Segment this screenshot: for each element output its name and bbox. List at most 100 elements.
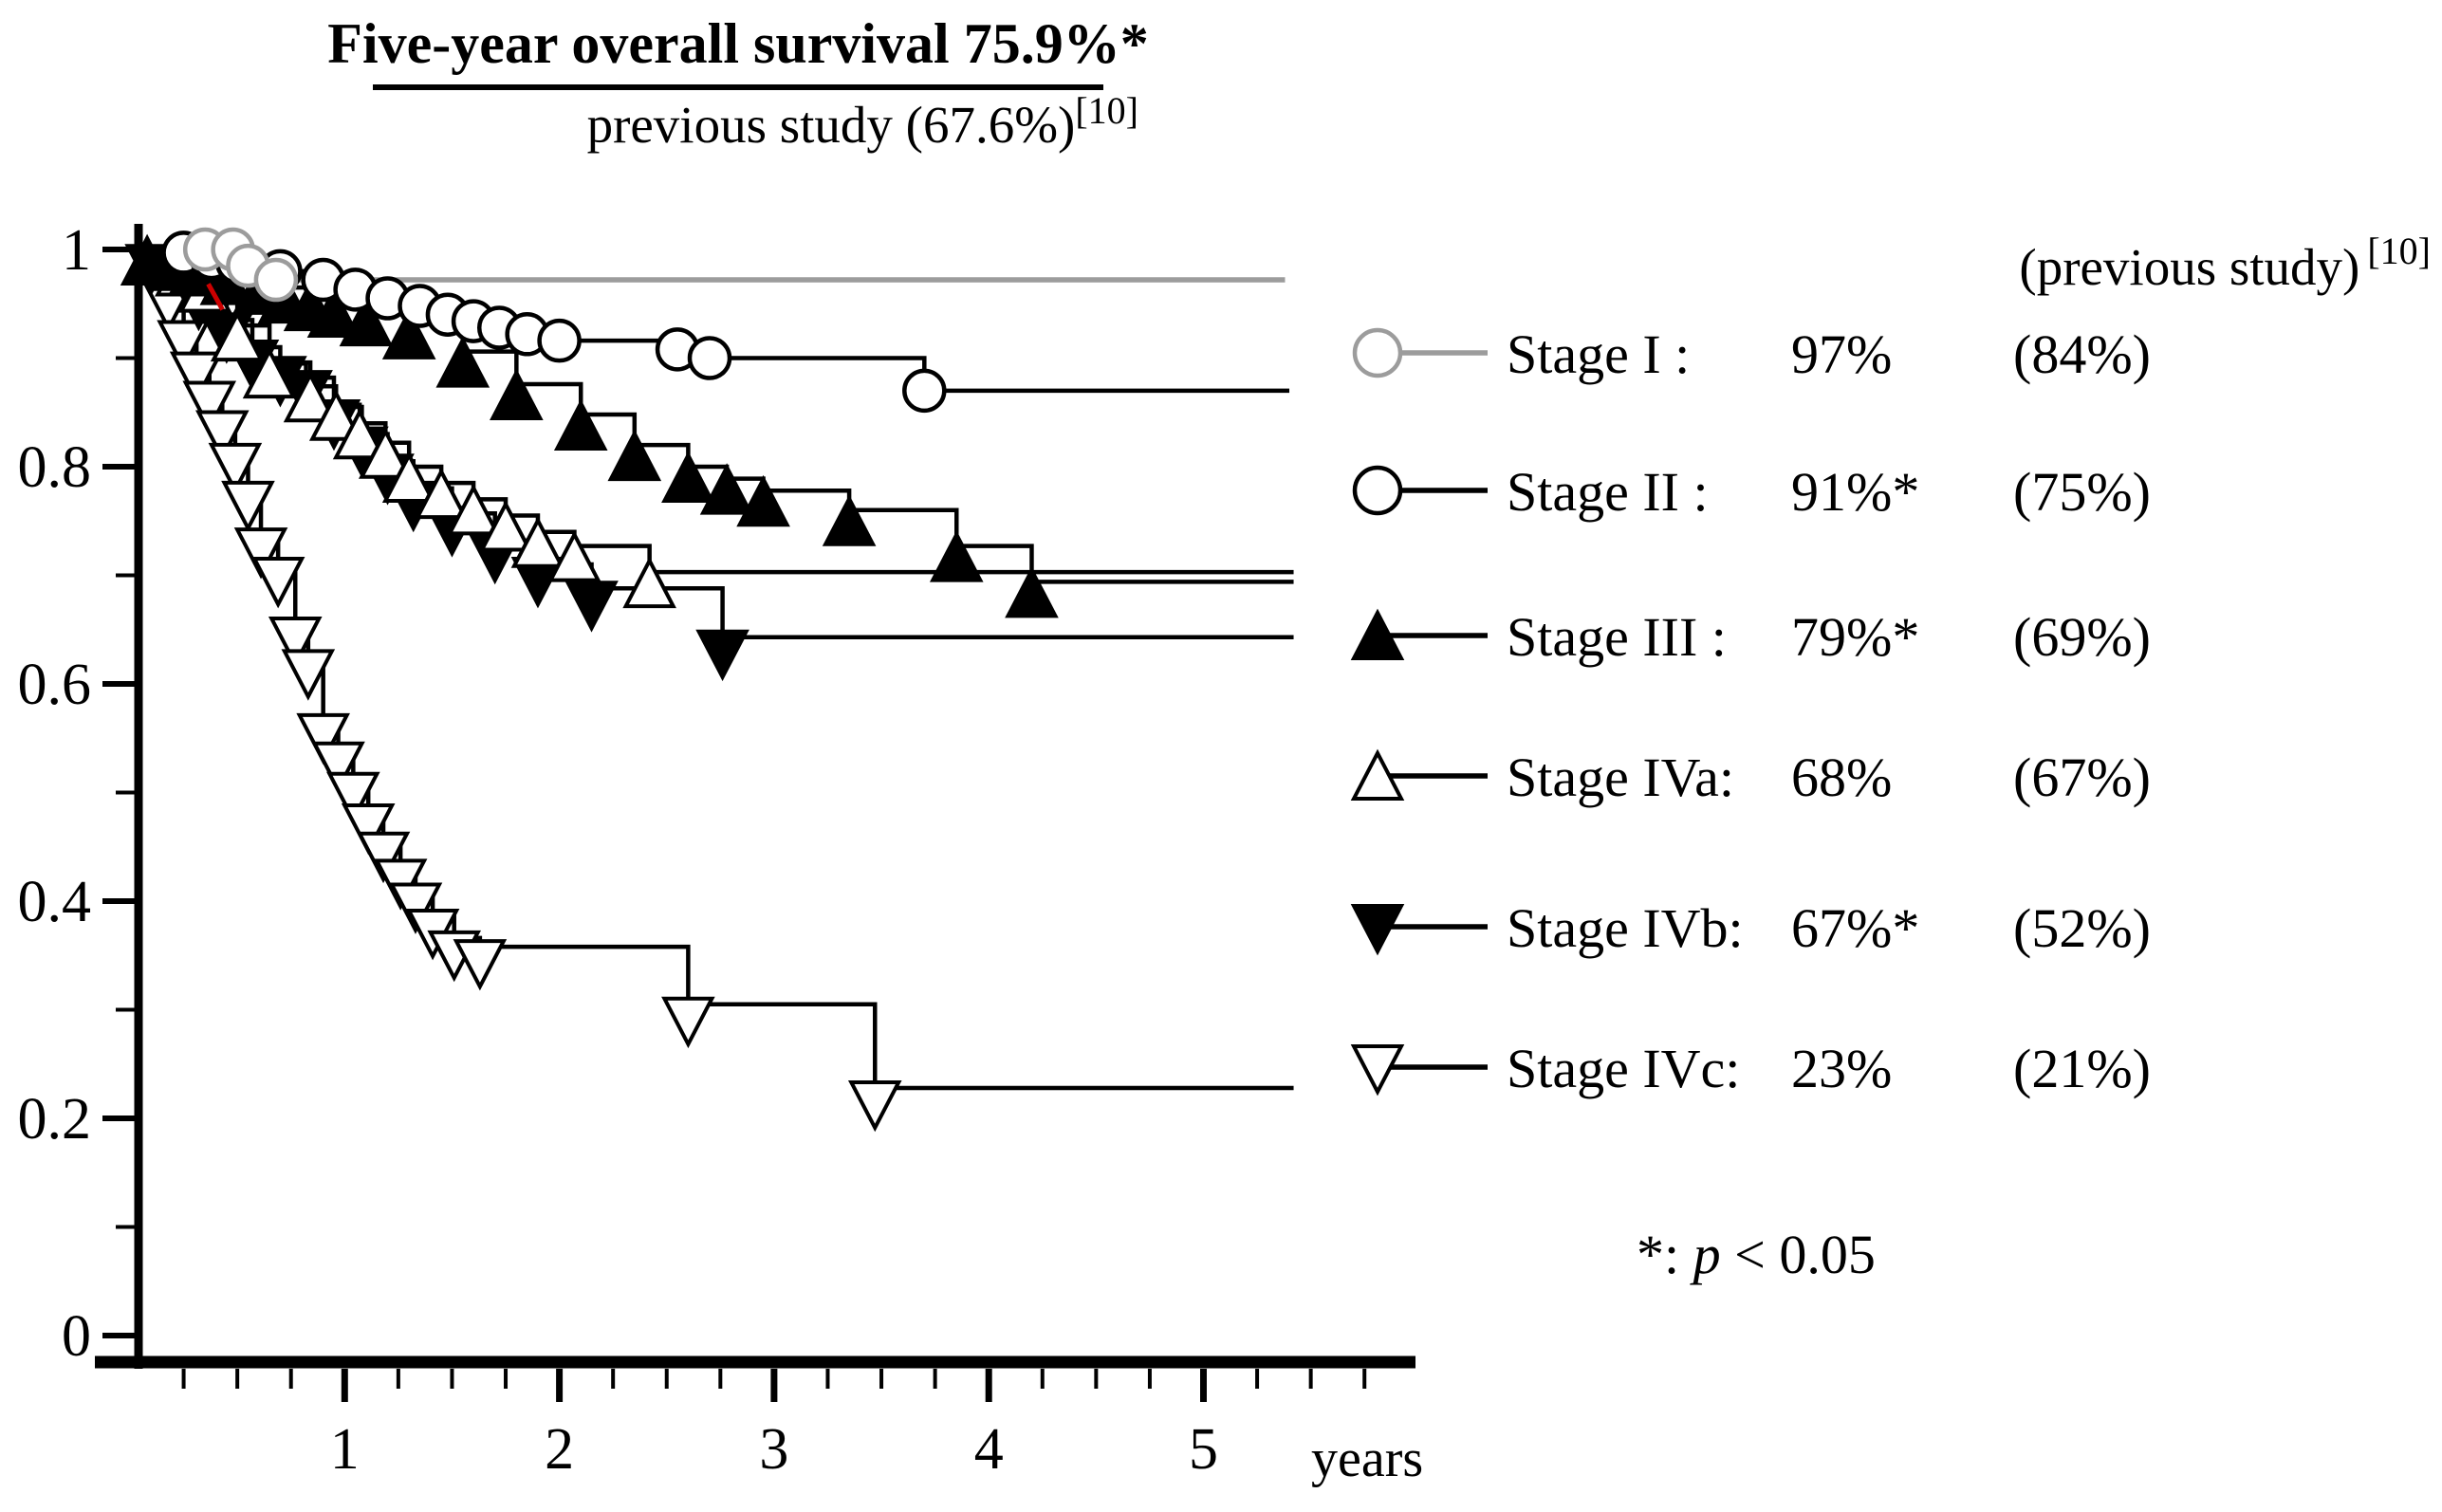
filled-triangle-up-marker-icon: [822, 494, 877, 546]
chart-subtitle-text: previous study (67.6%): [587, 96, 1076, 154]
open-triangle-up-marker-icon: [332, 407, 387, 460]
y-tick-label: 0: [62, 1304, 91, 1369]
legend-stage-value: 68%: [1791, 747, 1892, 808]
red-censor-tick: [206, 283, 225, 311]
legend-stage-label: Stage IVa:: [1507, 747, 1734, 808]
significance-footnote: *: p < 0.05: [1637, 1224, 1876, 1285]
legend: Stage I :97% (84%)Stage II :91%* (75%)Stag…: [1350, 323, 2151, 1099]
legend-stage-previous-value: (52%): [2013, 897, 2151, 959]
open-triangle-up-marker-icon: [1350, 748, 1405, 801]
filled-triangle-up-marker-icon: [1005, 566, 1059, 618]
filled-triangle-up-marker-icon: [736, 474, 790, 527]
filled-triangle-up-marker-icon: [607, 429, 662, 482]
open-triangle-down-marker-icon: [1350, 1044, 1405, 1097]
open-triangle-down-marker-icon: [453, 939, 508, 991]
legend-stage-previous-value: (69%): [2013, 606, 2151, 668]
chart-title: Five-year overall survival 75.9%*: [327, 12, 1148, 75]
legend-stage-value: 97%: [1791, 323, 1892, 385]
filled-triangle-up-marker-icon: [553, 398, 608, 452]
filled-triangle-up-marker-icon: [661, 451, 715, 503]
open-triangle-down-marker-icon: [661, 996, 715, 1049]
axes: 1 0.8 0.6 0.4 0.2 0 1 2 3 4 5: [18, 218, 1415, 1482]
filled-triangle-up-marker-icon: [929, 530, 984, 582]
open-triangle-down-marker-icon: [157, 320, 211, 372]
legend-row-stage-ivb: Stage IVb: 67%* (52%): [1350, 897, 2151, 959]
legend-row-stage-ivc: Stage IVc: 23% (21%): [1350, 1038, 2151, 1099]
open-triangle-down-marker-icon: [296, 712, 350, 765]
filled-triangle-up-marker-icon: [699, 463, 754, 515]
legend-stage-value: 79%*: [1791, 606, 1919, 668]
footnote-asterisk: *:: [1637, 1224, 1693, 1285]
open-triangle-down-marker-icon: [268, 617, 323, 669]
open-triangle-down-marker-icon: [341, 802, 396, 856]
legend-stage-label: Stage III :: [1507, 606, 1727, 668]
legend-stage-label: Stage IVb:: [1507, 897, 1744, 959]
open-circle-marker-icon: [902, 368, 947, 414]
y-tick-label: 0.6: [18, 653, 92, 717]
x-tick-label: 2: [545, 1417, 574, 1482]
open-triangle-down-marker-icon: [208, 442, 263, 495]
filled-triangle-up-marker-icon: [1350, 608, 1405, 660]
legend-stage-value: 67%*: [1791, 897, 1919, 959]
legend-stage-previous-value: (67%): [2013, 747, 2151, 808]
legend-stage-value: 23%: [1791, 1038, 1892, 1099]
filled-triangle-down-marker-icon: [1350, 904, 1405, 956]
footnote-p: p: [1690, 1224, 1721, 1285]
open-triangle-up-marker-icon: [210, 309, 265, 362]
open-triangle-down-marker-icon: [195, 410, 250, 462]
footnote-threshold: < 0.05: [1721, 1224, 1876, 1285]
open-triangle-up-marker-icon: [381, 451, 436, 503]
open-triangle-down-marker-icon: [182, 380, 237, 433]
legend-row-stage-ii: Stage II : 91%* (75%): [1352, 461, 2151, 523]
open-triangle-down-marker-icon: [250, 557, 305, 609]
chart-title-group: Five-year overall survival 75.9%* previo…: [327, 12, 1148, 154]
legend-header-text: (previous study): [2019, 238, 2359, 296]
open-triangle-down-marker-icon: [281, 649, 336, 701]
open-triangle-down-marker-icon: [326, 771, 380, 824]
y-tick-label: 0.2: [18, 1087, 92, 1152]
legend-stage-previous-value: (84%): [2013, 323, 2151, 385]
legend-header-reference: [10]: [2367, 230, 2431, 272]
legend-stage-label: Stage IVc:: [1507, 1038, 1740, 1099]
legend-stage-previous-value: (21%): [2013, 1038, 2151, 1099]
filled-triangle-up-marker-icon: [381, 307, 436, 360]
open-triangle-down-marker-icon: [311, 741, 365, 794]
curve-markers: [120, 227, 1059, 1133]
y-tick-label: 0.4: [18, 870, 92, 934]
legend-row-stage-iii: Stage III : 79%* (69%): [1350, 606, 2151, 668]
open-circle-gray-marker-icon: [253, 257, 299, 303]
open-triangle-up-marker-icon: [510, 516, 565, 568]
x-tick-label: 4: [974, 1417, 1004, 1482]
filled-triangle-up-marker-icon: [435, 336, 490, 388]
legend-stage-label: Stage II :: [1507, 461, 1709, 523]
open-triangle-down-marker-icon: [221, 480, 275, 533]
open-triangle-up-marker-icon: [414, 467, 469, 520]
open-triangle-up-marker-icon: [446, 484, 501, 536]
open-triangle-up-marker-icon: [547, 530, 601, 582]
chart-subtitle: previous study (67.6%)[10]: [587, 89, 1138, 154]
open-triangle-up-marker-icon: [308, 389, 363, 441]
open-triangle-down-marker-icon: [356, 831, 411, 884]
legend-stage-previous-value: (75%): [2013, 461, 2151, 523]
filled-triangle-up-marker-icon: [306, 286, 361, 338]
open-triangle-up-marker-icon: [283, 370, 338, 423]
filled-triangle-up-marker-icon: [490, 368, 544, 420]
open-triangle-up-marker-icon: [622, 556, 676, 609]
legend-stage-value: 91%*: [1791, 461, 1919, 523]
open-triangle-up-marker-icon: [478, 500, 533, 552]
legend-row-stage-i: Stage I : 97% (84%): [1352, 323, 2151, 385]
x-tick-label: 3: [759, 1417, 788, 1482]
open-circle-marker-icon: [537, 318, 582, 363]
legend-row-stage-iva: Stage IVa: 68% (67%): [1350, 747, 2151, 808]
chart-subtitle-reference: [10]: [1075, 89, 1138, 132]
filled-triangle-up-marker-icon: [120, 233, 175, 286]
y-tick-label: 1: [62, 218, 91, 283]
open-triangle-down-marker-icon: [388, 882, 443, 934]
filled-triangle-down-marker-icon: [564, 581, 619, 633]
open-circle-marker-icon: [1352, 465, 1403, 516]
y-tick-label: 0.8: [18, 435, 92, 500]
filled-triangle-up-marker-icon: [339, 294, 394, 347]
open-triangle-down-marker-icon: [169, 351, 224, 403]
